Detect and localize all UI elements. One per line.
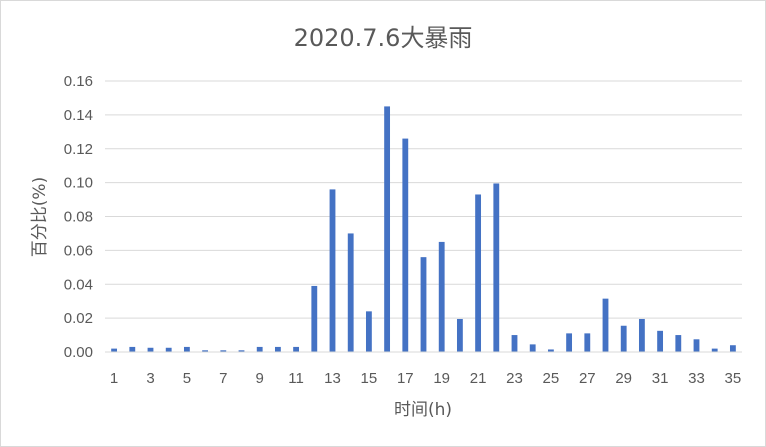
gridlines xyxy=(105,80,742,319)
bar xyxy=(165,347,172,352)
bar xyxy=(638,318,645,352)
x-tick-label: 5 xyxy=(183,370,191,387)
chart-title: 2020.7.6大暴雨 xyxy=(294,24,473,52)
x-tick-label: 15 xyxy=(361,370,378,387)
x-tick-label: 25 xyxy=(543,370,560,387)
bar xyxy=(402,138,409,352)
bar xyxy=(657,330,664,352)
y-tick-label: 0.00 xyxy=(64,344,93,361)
x-tick-label: 31 xyxy=(652,370,669,387)
bar xyxy=(129,346,136,352)
bar xyxy=(347,233,354,352)
bar xyxy=(711,348,718,352)
y-tick-label: 0.10 xyxy=(64,175,93,192)
x-tick-label: 11 xyxy=(288,370,304,387)
bar xyxy=(584,333,591,352)
bar xyxy=(329,189,336,352)
y-axis-label: 百分比(%) xyxy=(30,177,50,257)
bar xyxy=(729,345,736,352)
x-tick-label: 21 xyxy=(470,370,487,387)
bar xyxy=(493,183,500,352)
bar xyxy=(420,257,427,352)
bar xyxy=(529,344,536,352)
y-axis-ticks: 0.00 0.02 0.04 0.06 0.08 0.10 0.12 0.14 0.16 xyxy=(64,73,93,361)
x-tick-label: 33 xyxy=(688,370,705,387)
x-tick-label: 3 xyxy=(146,370,154,387)
bar xyxy=(620,325,627,352)
x-tick-label: 9 xyxy=(256,370,264,387)
y-tick-label: 0.02 xyxy=(64,310,93,327)
bar xyxy=(183,346,190,352)
bar xyxy=(293,346,300,352)
bar xyxy=(147,347,154,352)
y-tick-label: 0.12 xyxy=(64,141,93,158)
x-tick-label: 13 xyxy=(324,370,341,387)
bar xyxy=(202,350,209,352)
y-tick-label: 0.16 xyxy=(64,73,93,90)
y-tick-label: 0.08 xyxy=(64,209,93,226)
x-tick-label: 19 xyxy=(433,370,450,387)
bar xyxy=(111,348,118,352)
x-tick-label: 23 xyxy=(506,370,523,387)
bar xyxy=(311,285,318,352)
bar xyxy=(365,311,372,352)
x-axis-ticks: 1 3 5 7 9 11 13 15 17 19 21 23 25 27 29 31 33 35 xyxy=(110,370,741,387)
x-tick-label: 35 xyxy=(725,370,742,387)
bar xyxy=(238,350,245,352)
bar xyxy=(675,335,682,352)
x-axis-label: 时间(h) xyxy=(394,400,452,420)
bar xyxy=(547,349,554,352)
bar xyxy=(511,335,518,352)
bar xyxy=(274,346,281,352)
bar xyxy=(256,346,263,352)
bar xyxy=(456,318,463,352)
x-tick-label: 29 xyxy=(615,370,632,387)
x-tick-label: 7 xyxy=(219,370,227,387)
bar xyxy=(566,333,573,352)
bar xyxy=(475,194,482,352)
bars xyxy=(111,106,736,352)
bar xyxy=(220,350,227,352)
x-tick-label: 17 xyxy=(397,370,414,387)
bar xyxy=(602,298,609,352)
bar xyxy=(438,241,445,352)
bar xyxy=(693,339,700,352)
y-tick-label: 0.06 xyxy=(64,242,93,259)
y-tick-label: 0.04 xyxy=(64,276,93,293)
bar xyxy=(384,106,391,352)
x-tick-label: 1 xyxy=(110,370,118,387)
y-tick-label: 0.14 xyxy=(64,107,93,124)
x-tick-label: 27 xyxy=(579,370,596,387)
